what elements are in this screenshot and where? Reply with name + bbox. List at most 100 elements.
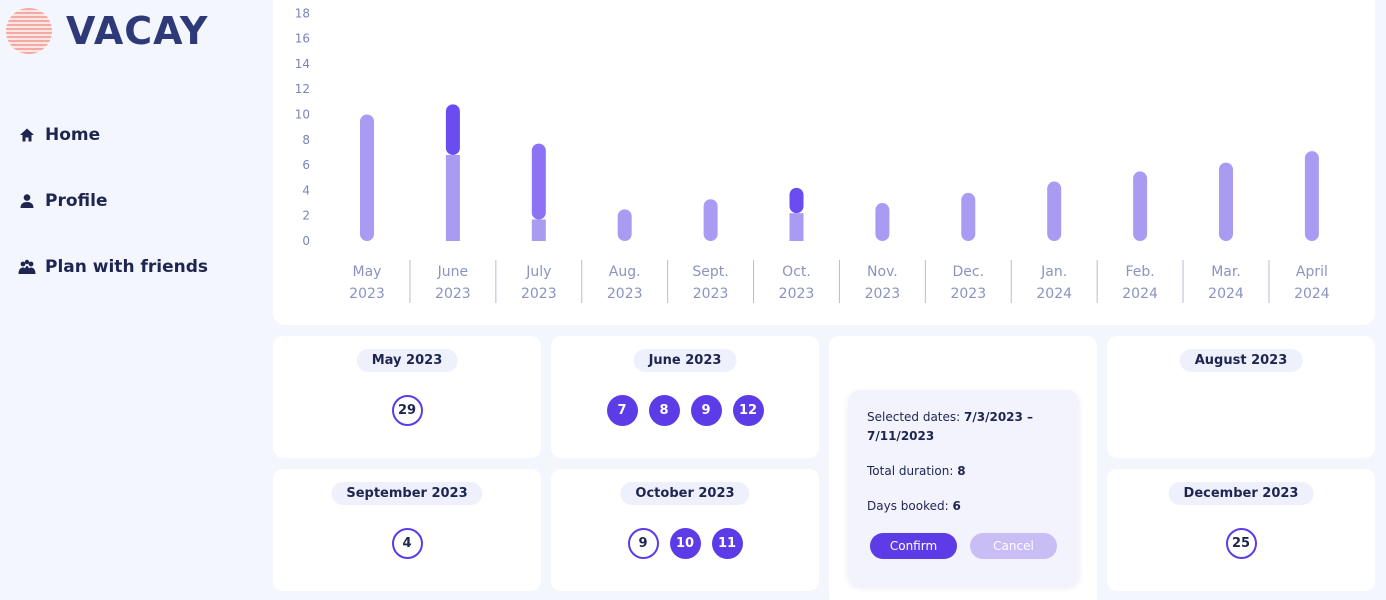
day-11[interactable]: 11 bbox=[711, 528, 743, 559]
confirm-button[interactable]: Confirm bbox=[870, 533, 957, 559]
sun-logo-icon bbox=[6, 8, 52, 54]
month-title: June 2023 bbox=[633, 349, 737, 372]
month-title: October 2023 bbox=[620, 482, 750, 505]
bar-base bbox=[1133, 171, 1148, 241]
x-tick-year: 2023 bbox=[693, 286, 729, 302]
day-list: 29 bbox=[273, 395, 541, 426]
x-tick-month: Aug. bbox=[609, 264, 641, 280]
selected-dates-label: Selected dates: bbox=[867, 410, 961, 424]
cancel-button[interactable]: Cancel bbox=[970, 533, 1057, 559]
y-tick-label: 0 bbox=[302, 234, 310, 248]
x-tick-month: Oct. bbox=[782, 264, 811, 280]
month-title: December 2023 bbox=[1168, 482, 1314, 505]
x-tick-year: 2023 bbox=[950, 286, 986, 302]
x-tick-year: 2023 bbox=[865, 286, 901, 302]
bar-base bbox=[531, 219, 546, 241]
selected-dates-value-start: 7/3/2023 – bbox=[964, 410, 1034, 424]
selection-card: Selected dates: 7/3/2023 – 7/11/2023 Tot… bbox=[829, 336, 1097, 600]
group-icon bbox=[18, 258, 36, 276]
y-tick-label: 8 bbox=[302, 133, 310, 147]
day-29[interactable]: 29 bbox=[391, 395, 423, 426]
bar-base bbox=[1047, 181, 1062, 241]
day-9[interactable]: 9 bbox=[627, 528, 659, 559]
x-tick-year: 2024 bbox=[1294, 286, 1330, 302]
y-tick-label: 10 bbox=[295, 108, 310, 122]
person-icon bbox=[18, 192, 36, 210]
x-tick-year: 2023 bbox=[779, 286, 815, 302]
app-name: VACAY bbox=[66, 9, 209, 53]
day-12[interactable]: 12 bbox=[732, 395, 764, 426]
y-tick-label: 16 bbox=[295, 32, 310, 46]
day-8[interactable]: 8 bbox=[648, 395, 680, 426]
monthly-booking-chart: 0 2 4 6 8 10 12 14 16 18 May 2023 June 2023 July 2023 Au… bbox=[273, 0, 1375, 325]
days-booked-value: 6 bbox=[952, 499, 961, 513]
y-tick-label: 2 bbox=[302, 209, 310, 223]
day-10[interactable]: 10 bbox=[669, 528, 701, 559]
month-title: September 2023 bbox=[331, 482, 483, 505]
y-tick-label: 18 bbox=[295, 6, 310, 20]
x-tick-year: 2024 bbox=[1208, 286, 1244, 302]
day-list: 9 10 11 bbox=[551, 528, 819, 559]
total-duration-value: 8 bbox=[957, 464, 966, 478]
bar-booked bbox=[531, 143, 546, 220]
month-card-september-2023: September 2023 4 bbox=[273, 469, 541, 591]
month-title: August 2023 bbox=[1179, 349, 1303, 372]
y-tick-label: 12 bbox=[295, 82, 310, 96]
x-tick-year: 2023 bbox=[435, 286, 471, 302]
y-tick-label: 14 bbox=[295, 57, 310, 71]
bar-base bbox=[1304, 151, 1319, 241]
month-card-october-2023: October 2023 9 10 11 bbox=[551, 469, 819, 591]
bar-base bbox=[875, 203, 890, 241]
month-card-june-2023: June 2023 7 8 9 12 bbox=[551, 336, 819, 458]
month-title: May 2023 bbox=[356, 349, 458, 372]
x-tick-month: Feb. bbox=[1125, 264, 1154, 280]
day-list: 7 8 9 12 bbox=[551, 395, 819, 426]
sidebar-item-label: Home bbox=[45, 125, 101, 145]
day-7[interactable]: 7 bbox=[606, 395, 638, 426]
sidebar-item-label: Plan with friends bbox=[45, 257, 208, 277]
day-9[interactable]: 9 bbox=[690, 395, 722, 426]
bar-base bbox=[617, 209, 632, 241]
x-tick-year: 2023 bbox=[349, 286, 385, 302]
x-tick-month: May bbox=[353, 264, 382, 280]
x-tick-month: Jan. bbox=[1040, 264, 1067, 280]
selection-summary-panel: Selected dates: 7/3/2023 – 7/11/2023 Tot… bbox=[848, 390, 1079, 586]
sidebar-item-home[interactable]: Home bbox=[18, 120, 208, 150]
home-icon bbox=[18, 126, 36, 144]
day-4[interactable]: 4 bbox=[391, 528, 423, 559]
selected-dates-value-end: 7/11/2023 bbox=[867, 429, 935, 443]
x-tick-year: 2023 bbox=[521, 286, 557, 302]
month-card-may-2023: May 2023 29 bbox=[273, 336, 541, 458]
x-tick-year: 2024 bbox=[1036, 286, 1072, 302]
day-25[interactable]: 25 bbox=[1225, 528, 1257, 559]
selected-dates-text: Selected dates: 7/3/2023 – 7/11/2023 bbox=[867, 408, 1033, 446]
y-tick-label: 6 bbox=[302, 158, 310, 172]
x-tick-month: July bbox=[525, 264, 551, 280]
x-tick-month: Sept. bbox=[692, 264, 728, 280]
day-list: 4 bbox=[273, 528, 541, 559]
sidebar-item-profile[interactable]: Profile bbox=[18, 186, 208, 216]
bar-base bbox=[703, 199, 718, 241]
app-logo[interactable]: VACAY bbox=[6, 8, 208, 54]
days-booked-text: Days booked: 6 bbox=[867, 497, 961, 516]
day-list: 25 bbox=[1107, 528, 1375, 559]
x-tick-month: April bbox=[1296, 264, 1328, 280]
bar-base bbox=[1219, 162, 1233, 241]
x-tick-year: 2023 bbox=[607, 286, 643, 302]
bar-base bbox=[445, 154, 460, 241]
x-tick-month: June bbox=[437, 264, 469, 280]
sidebar-item-label: Profile bbox=[45, 191, 108, 211]
month-card-august-2023: August 2023 bbox=[1107, 336, 1375, 458]
bar-booked bbox=[445, 104, 460, 155]
bar-base bbox=[789, 213, 804, 241]
month-card-december-2023: December 2023 25 bbox=[1107, 469, 1375, 591]
bar-base bbox=[360, 114, 374, 241]
bar-base bbox=[961, 192, 976, 241]
total-duration-text: Total duration: 8 bbox=[867, 462, 966, 481]
y-tick-label: 4 bbox=[302, 183, 310, 197]
sidebar-item-plan-with-friends[interactable]: Plan with friends bbox=[18, 252, 208, 282]
sidebar-nav: Home Profile Plan with friends bbox=[18, 120, 208, 318]
days-booked-label: Days booked: bbox=[867, 499, 949, 513]
bar-booked bbox=[789, 187, 804, 214]
x-tick-year: 2024 bbox=[1122, 286, 1158, 302]
